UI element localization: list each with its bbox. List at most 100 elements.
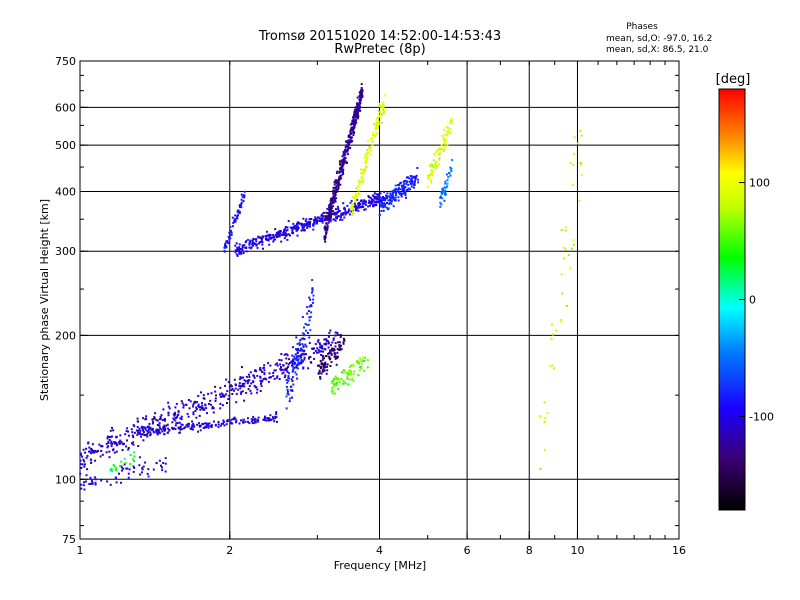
data-point bbox=[330, 208, 333, 211]
data-point bbox=[174, 419, 177, 422]
data-point bbox=[269, 364, 272, 367]
data-point bbox=[307, 223, 310, 225]
data-point bbox=[352, 134, 355, 136]
data-point bbox=[254, 243, 257, 245]
data-point bbox=[287, 363, 290, 366]
data-point bbox=[100, 479, 103, 482]
data-point bbox=[396, 188, 399, 191]
data-point bbox=[450, 167, 453, 170]
data-point bbox=[303, 356, 306, 359]
data-point bbox=[80, 466, 83, 469]
data-point bbox=[343, 207, 346, 210]
data-point bbox=[94, 459, 97, 462]
phase-stats-x: mean, sd,X: 86.5, 21.0 bbox=[606, 45, 709, 55]
data-point bbox=[201, 404, 204, 407]
data-point bbox=[303, 226, 305, 229]
data-point bbox=[338, 344, 341, 347]
data-point bbox=[339, 168, 342, 171]
data-point bbox=[291, 370, 294, 373]
data-point bbox=[230, 229, 232, 232]
data-point bbox=[335, 172, 338, 175]
data-point bbox=[220, 422, 223, 425]
data-point bbox=[91, 451, 94, 454]
data-point bbox=[327, 335, 330, 338]
data-point bbox=[340, 214, 343, 217]
data-point bbox=[398, 183, 400, 186]
data-point bbox=[197, 405, 200, 408]
data-point bbox=[392, 196, 395, 199]
data-point bbox=[550, 323, 553, 326]
data-point bbox=[380, 197, 383, 200]
data-point bbox=[365, 166, 368, 169]
data-point bbox=[226, 419, 229, 421]
data-point bbox=[336, 355, 339, 358]
data-point bbox=[432, 159, 435, 162]
data-point bbox=[336, 377, 339, 380]
data-point bbox=[233, 389, 235, 392]
data-point bbox=[158, 424, 161, 427]
data-point bbox=[301, 223, 304, 226]
data-point bbox=[254, 417, 257, 420]
data-point bbox=[242, 421, 245, 424]
data-point bbox=[378, 213, 381, 216]
data-point bbox=[572, 164, 575, 167]
data-point bbox=[346, 161, 348, 164]
data-point bbox=[223, 420, 225, 423]
data-point bbox=[361, 173, 364, 176]
data-point bbox=[391, 197, 394, 200]
data-point bbox=[394, 188, 397, 191]
data-point bbox=[210, 392, 213, 395]
data-point bbox=[565, 305, 568, 307]
data-point bbox=[233, 219, 236, 222]
data-point bbox=[445, 138, 448, 141]
data-point bbox=[349, 130, 352, 133]
data-point bbox=[171, 426, 174, 429]
data-point bbox=[311, 301, 314, 304]
data-point bbox=[176, 422, 179, 424]
data-point bbox=[241, 247, 244, 250]
data-point bbox=[263, 417, 266, 420]
data-point bbox=[539, 467, 542, 470]
data-point bbox=[383, 202, 386, 205]
data-point bbox=[311, 287, 314, 290]
data-point bbox=[354, 114, 357, 117]
data-point bbox=[94, 478, 97, 481]
data-point bbox=[374, 134, 377, 136]
data-point bbox=[111, 449, 114, 452]
data-point bbox=[327, 212, 330, 215]
data-point bbox=[191, 428, 194, 431]
data-point bbox=[162, 426, 165, 429]
x-tick-label: 1 bbox=[77, 544, 84, 557]
data-point bbox=[390, 202, 393, 205]
data-point bbox=[94, 483, 97, 486]
data-point bbox=[295, 224, 298, 227]
data-point bbox=[363, 157, 366, 160]
data-point bbox=[339, 170, 342, 173]
data-point bbox=[217, 423, 220, 426]
data-point bbox=[408, 177, 410, 180]
data-point bbox=[368, 199, 371, 202]
data-point bbox=[433, 154, 436, 157]
data-point bbox=[248, 373, 250, 376]
data-point bbox=[328, 204, 331, 207]
data-point bbox=[246, 382, 249, 385]
data-point bbox=[292, 383, 295, 386]
data-point bbox=[352, 207, 355, 210]
data-point bbox=[163, 424, 166, 427]
data-point bbox=[161, 430, 164, 433]
data-point bbox=[228, 394, 231, 397]
data-point bbox=[308, 221, 311, 224]
data-point bbox=[366, 366, 369, 369]
data-point bbox=[265, 234, 267, 237]
data-point bbox=[267, 380, 270, 383]
data-point bbox=[443, 190, 446, 193]
data-point bbox=[306, 332, 309, 334]
data-point bbox=[340, 177, 343, 180]
data-point bbox=[157, 430, 160, 433]
data-point bbox=[371, 143, 374, 146]
data-point bbox=[234, 387, 237, 390]
data-point bbox=[375, 124, 378, 127]
data-point bbox=[367, 195, 370, 198]
data-point bbox=[280, 353, 283, 356]
data-point bbox=[221, 395, 224, 398]
